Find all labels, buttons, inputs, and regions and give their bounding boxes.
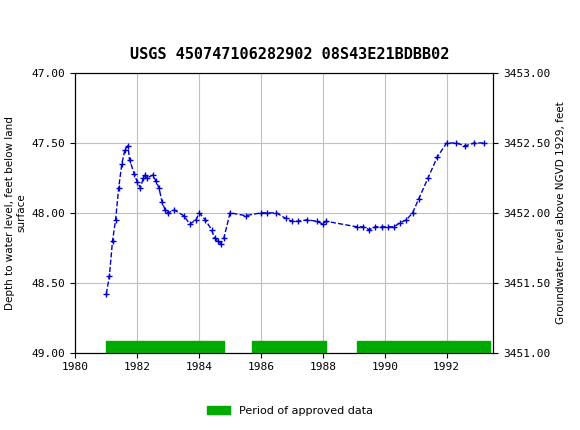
Text: ▒USGS: ▒USGS bbox=[9, 13, 72, 38]
Bar bbox=[252, 341, 326, 353]
Y-axis label: Depth to water level, feet below land
surface: Depth to water level, feet below land su… bbox=[5, 116, 26, 310]
Bar bbox=[357, 341, 490, 353]
Legend: Period of approved data: Period of approved data bbox=[203, 401, 377, 420]
Text: USGS 450747106282902 08S43E21BDBB02: USGS 450747106282902 08S43E21BDBB02 bbox=[130, 47, 450, 62]
Bar bbox=[106, 341, 224, 353]
Y-axis label: Groundwater level above NGVD 1929, feet: Groundwater level above NGVD 1929, feet bbox=[556, 101, 566, 324]
